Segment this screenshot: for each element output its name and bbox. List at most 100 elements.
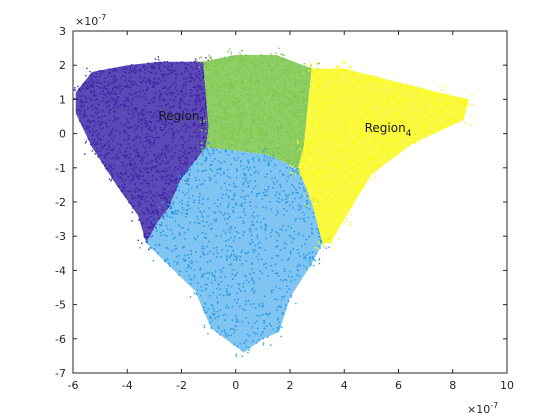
scatter-point	[245, 316, 247, 319]
scatter-point	[213, 73, 216, 76]
scatter-point	[248, 129, 251, 132]
scatter-point	[404, 97, 407, 100]
scatter-point	[343, 114, 346, 116]
scatter-point	[177, 185, 180, 188]
scatter-point	[297, 157, 299, 159]
scatter-point	[392, 99, 395, 101]
scatter-point	[277, 125, 279, 128]
scatter-point	[157, 210, 159, 213]
scatter-point	[262, 110, 265, 112]
scatter-point	[432, 109, 434, 112]
scatter-point	[236, 170, 238, 172]
scatter-point	[250, 77, 252, 79]
scatter-point	[319, 231, 322, 234]
scatter-point	[378, 135, 381, 137]
scatter-point	[133, 116, 135, 118]
scatter-point	[166, 93, 168, 96]
scatter-point	[282, 312, 284, 314]
scatter-point	[135, 65, 138, 67]
scatter-point	[209, 154, 212, 156]
scatter-point	[318, 85, 321, 87]
scatter-point	[187, 201, 190, 203]
scatter-point	[272, 59, 274, 62]
scatter-point	[390, 95, 392, 98]
scatter-point	[237, 123, 239, 126]
scatter-point	[184, 78, 187, 80]
scatter-point	[193, 201, 195, 204]
scatter-point	[293, 92, 295, 95]
scatter-point	[209, 110, 211, 112]
scatter-point	[366, 107, 369, 110]
scatter-point	[302, 120, 304, 123]
scatter-point	[240, 125, 243, 127]
scatter-point	[251, 100, 254, 103]
scatter-point	[291, 168, 294, 170]
scatter-point	[182, 227, 185, 229]
scatter-point	[410, 137, 413, 139]
scatter-point	[283, 241, 286, 244]
scatter-point	[345, 148, 348, 150]
scatter-point	[288, 110, 291, 112]
scatter-point	[126, 85, 129, 87]
scatter-point	[216, 90, 219, 93]
scatter-point	[190, 89, 193, 91]
scatter-point	[214, 116, 216, 118]
scatter-point	[110, 164, 112, 167]
scatter-point	[323, 104, 326, 106]
scatter-point	[354, 86, 357, 89]
scatter-point	[168, 69, 170, 71]
scatter-point	[281, 58, 283, 60]
scatter-point	[259, 101, 261, 103]
scatter-point	[243, 231, 245, 233]
scatter-point	[281, 326, 283, 329]
scatter-point	[200, 146, 202, 148]
scatter-point	[129, 68, 131, 70]
scatter-point	[360, 74, 363, 77]
scatter-point	[258, 253, 260, 255]
scatter-point	[341, 92, 344, 94]
scatter-point	[105, 168, 107, 170]
scatter-point	[312, 127, 315, 129]
scatter-point	[87, 127, 89, 130]
scatter-point	[335, 77, 337, 80]
scatter-point	[307, 205, 309, 207]
scatter-point	[193, 146, 195, 149]
scatter-point	[108, 100, 111, 103]
scatter-point	[336, 207, 338, 210]
scatter-point	[280, 105, 283, 107]
scatter-point	[350, 150, 353, 152]
scatter-point	[199, 144, 202, 146]
scatter-point	[230, 253, 233, 256]
scatter-point	[234, 56, 237, 59]
scatter-point	[288, 148, 290, 151]
scatter-point	[265, 191, 268, 193]
scatter-point	[209, 132, 211, 134]
scatter-point	[304, 156, 307, 159]
scatter-point	[255, 341, 258, 344]
scatter-point	[149, 225, 152, 227]
scatter-point	[197, 207, 200, 209]
scatter-point	[184, 103, 187, 105]
scatter-point	[263, 149, 265, 151]
scatter-point	[155, 63, 158, 65]
scatter-point	[325, 117, 327, 119]
scatter-point	[187, 103, 190, 106]
scatter-point	[350, 88, 353, 90]
scatter-point	[139, 203, 142, 205]
scatter-point	[303, 90, 306, 92]
scatter-point	[301, 90, 304, 92]
scatter-point	[258, 192, 261, 195]
scatter-point	[313, 120, 316, 122]
scatter-point	[279, 158, 282, 161]
scatter-point	[272, 77, 275, 80]
scatter-point	[244, 140, 246, 142]
scatter-point	[232, 278, 234, 280]
scatter-point	[236, 134, 239, 136]
scatter-point	[207, 198, 209, 201]
scatter-point	[371, 131, 374, 134]
scatter-point	[282, 81, 285, 84]
scatter-point	[316, 97, 318, 100]
scatter-point	[234, 145, 236, 147]
scatter-point	[353, 162, 356, 164]
scatter-point	[111, 90, 114, 92]
